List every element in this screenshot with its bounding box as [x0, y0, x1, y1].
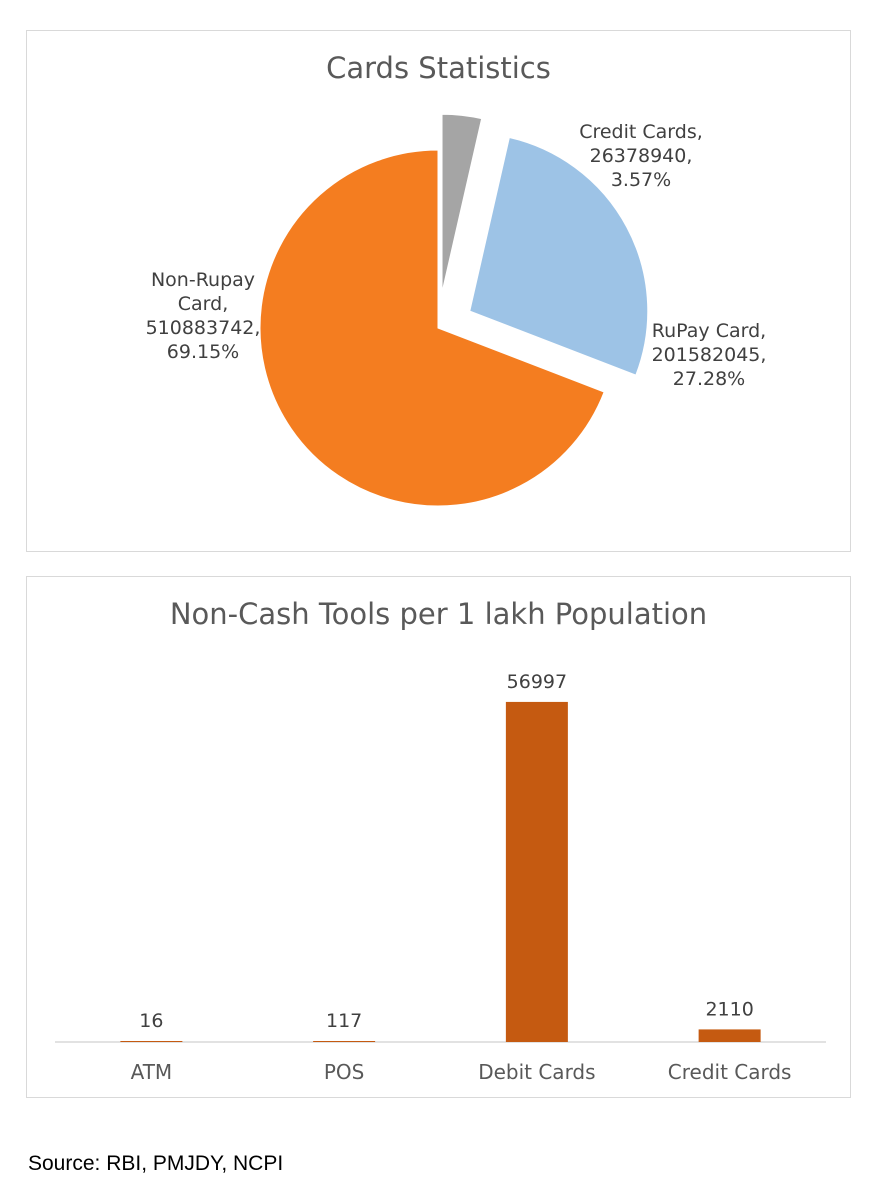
tick-label-debit-cards: Debit Cards	[478, 1060, 595, 1084]
pie-chart-title: Cards Statistics	[326, 51, 551, 85]
tick-label-credit-cards: Credit Cards	[668, 1060, 792, 1084]
pie-label-credit-cards: Credit Cards, 26378940, 3.57%	[579, 121, 703, 191]
pie-slice-credit-cards	[441, 113, 483, 293]
data-label-pos: 117	[326, 1010, 362, 1032]
bar-chart-panel: Non-Cash Tools per 1 lakh Population 16 A…	[26, 576, 851, 1098]
bar-chart: 16 ATM 117 POS 56997 Debit Cards 2110 Credit Ca…	[55, 671, 826, 1084]
tick-label-atm: ATM	[131, 1060, 173, 1084]
data-label-atm: 16	[139, 1010, 163, 1032]
pie-label-non-rupay-card: Non-Rupay Card, 510883742, 69.15%	[146, 269, 261, 363]
source-note: Source: RBI, PMJDY, NCPI	[28, 1152, 284, 1175]
pie-slice-non-rupay-card	[259, 149, 605, 507]
pie-slice-rupay-card	[469, 136, 649, 376]
data-label-debit-cards: 56997	[507, 671, 567, 693]
bar-debit-cards	[505, 701, 568, 1042]
bar-atm	[120, 1041, 183, 1042]
data-label-credit-cards: 2110	[705, 998, 753, 1020]
pie-label-rupay-card: RuPay Card, 201582045, 27.28%	[652, 320, 767, 390]
bar-pos	[313, 1041, 376, 1042]
bar-chart-title: Non-Cash Tools per 1 lakh Population	[169, 597, 708, 631]
tick-label-pos: POS	[324, 1060, 365, 1084]
pie-chart: Credit Cards, 26378940, 3.57% RuPay Card, 20…	[146, 113, 767, 507]
bar-credit-cards	[698, 1029, 761, 1042]
pie-chart-panel: Cards Statistics Credit Cards, 26378940, 3…	[26, 30, 851, 552]
